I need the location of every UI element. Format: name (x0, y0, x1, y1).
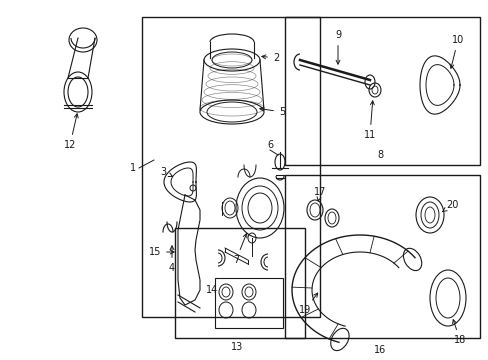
Text: 6: 6 (266, 140, 272, 150)
Text: 5: 5 (259, 107, 285, 117)
Bar (285, 17, 479, 165)
Bar (215, 278, 283, 328)
Text: 1: 1 (130, 163, 136, 173)
Text: 9: 9 (334, 30, 340, 64)
Text: 17: 17 (313, 187, 325, 201)
Text: 15: 15 (148, 247, 174, 257)
Text: 20: 20 (442, 200, 457, 211)
Text: 19: 19 (298, 293, 317, 315)
Text: 12: 12 (63, 114, 78, 150)
Text: 2: 2 (261, 53, 279, 63)
Text: 16: 16 (373, 345, 386, 355)
Text: 18: 18 (452, 320, 465, 345)
Bar (142, 17, 319, 317)
Text: 13: 13 (230, 342, 243, 352)
Bar (175, 228, 305, 338)
Text: 4: 4 (168, 246, 175, 273)
Text: 3: 3 (160, 167, 172, 177)
Text: 10: 10 (449, 35, 463, 68)
Text: 14: 14 (205, 285, 218, 295)
Bar (285, 175, 479, 338)
Text: 11: 11 (363, 101, 375, 140)
Text: 7: 7 (232, 234, 246, 265)
Text: 8: 8 (376, 150, 382, 160)
